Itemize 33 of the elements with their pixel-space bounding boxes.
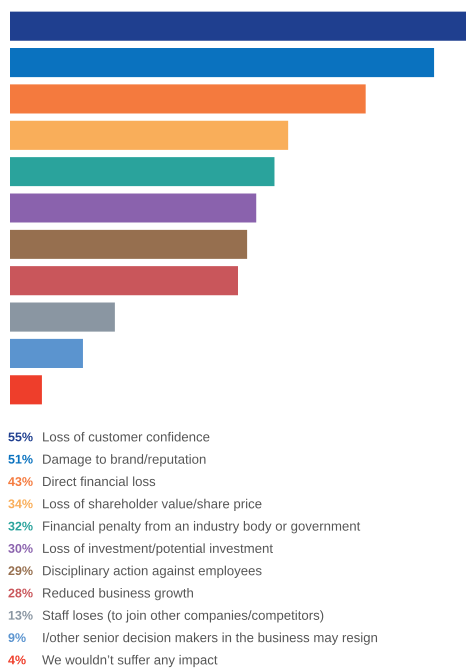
- text: 30%: [8, 544, 33, 553]
- text: Direct financial loss: [43, 476, 156, 486]
- text: 29%: [8, 566, 33, 576]
- text: I/other senior decision makers in the business may resign: [43, 632, 378, 645]
- text: 9%: [8, 633, 26, 642]
- bar: [10, 193, 256, 223]
- bar: [10, 266, 238, 296]
- text: Loss of investment/potential investment: [43, 543, 273, 556]
- text: Damage to brand/reputation: [43, 454, 206, 466]
- text: Disciplinary action against employees: [43, 566, 262, 578]
- text: 32%: [8, 522, 33, 531]
- text: 13%: [8, 610, 33, 620]
- text: 55%: [8, 432, 33, 442]
- text: We wouldn’t suffer any impact: [42, 654, 218, 668]
- text: Loss of shareholder value/share price: [43, 498, 262, 512]
- text: 34%: [8, 499, 33, 508]
- text: Staff loses (to join other companies/competitors): [42, 610, 324, 623]
- bar: [10, 375, 42, 404]
- bar: [10, 230, 248, 259]
- bar: [10, 157, 274, 186]
- bar: [10, 338, 83, 368]
- text: 4%: [8, 656, 26, 664]
- text: 43%: [8, 477, 33, 486]
- text: Loss of customer confidence: [43, 432, 210, 442]
- text: 28%: [8, 588, 33, 598]
- bar: [10, 48, 434, 78]
- text: Reduced business growth: [43, 588, 193, 600]
- bar: [10, 302, 115, 332]
- bar: [10, 120, 288, 150]
- text: 51%: [8, 454, 33, 464]
- bar: [10, 84, 366, 114]
- text: Financial penalty from an industry body or government: [43, 521, 360, 534]
- bar: [10, 12, 466, 41]
